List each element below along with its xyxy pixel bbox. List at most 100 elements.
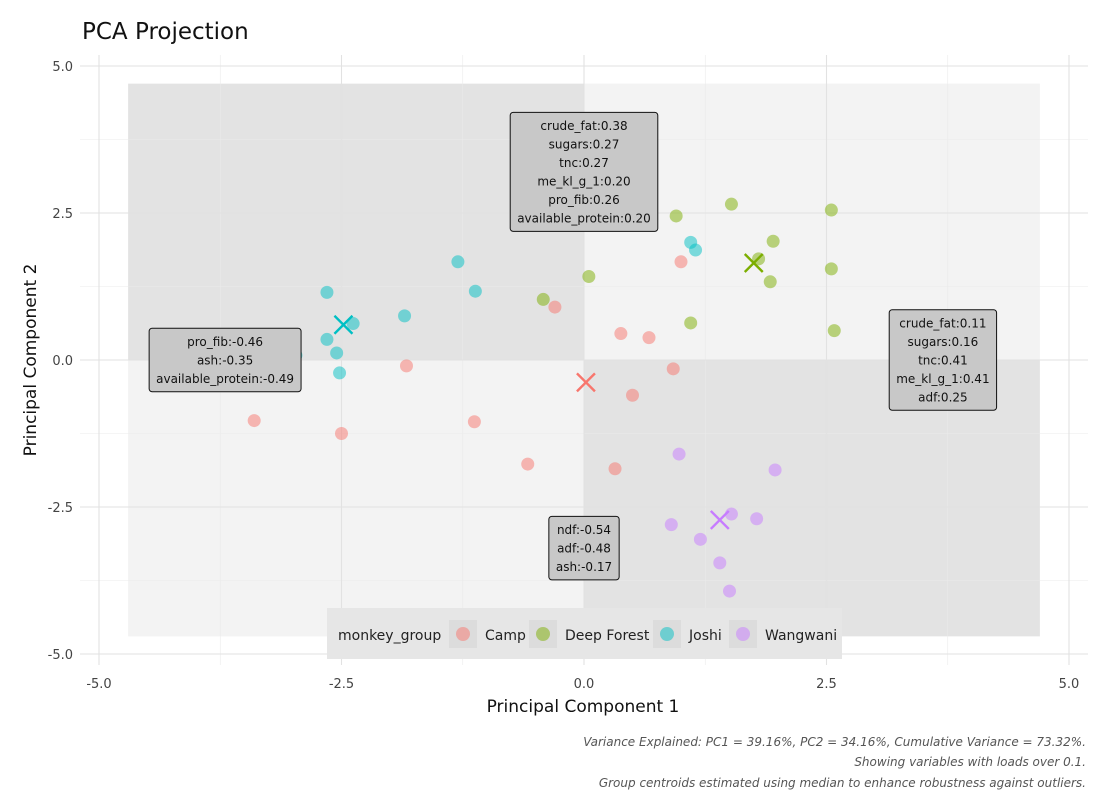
loading-text: adf:0.25 [918, 390, 968, 404]
y-axis-ticks: -5.0 -2.5 0.0 2.5 5.0 [48, 60, 73, 663]
point-camp [666, 362, 680, 376]
legend-label: Joshi [688, 628, 722, 644]
legend-label: Wangwani [765, 628, 837, 644]
loading-text: tnc:0.41 [918, 353, 968, 367]
legend-label: Camp [485, 628, 526, 644]
centroid-joshi [333, 314, 354, 335]
legend-swatch [456, 627, 470, 641]
data-points [206, 197, 841, 598]
loading-box-frame [548, 515, 620, 581]
loading-box-top: crude_fat:0.38 sugars:0.27 tnc:0.27 me_kl_g… [509, 111, 659, 232]
x-tick-label: -2.5 [329, 677, 354, 692]
point-camp [521, 457, 535, 471]
legend-swatch [660, 627, 674, 641]
y-tick-label: -5.0 [48, 648, 73, 663]
loading-text: available_protein:-0.49 [156, 372, 294, 386]
loading-box-left: pro_fib:-0.46 ash:-0.35 available_protein:… [148, 327, 302, 393]
y-tick-label: 0.0 [52, 354, 73, 369]
loading-box-frame [509, 111, 659, 232]
caption-line-3: Group centroids estimated using median t… [599, 776, 1086, 790]
legend-swatch [536, 627, 550, 641]
point-deep-forest [724, 197, 738, 211]
loading-text: sugars:0.16 [908, 335, 979, 349]
loading-box-frame [148, 327, 302, 393]
point-wangwani [693, 532, 707, 546]
point-deep-forest [766, 234, 780, 248]
loading-text: pro_fib:-0.46 [187, 335, 263, 349]
loading-text: ash:-0.35 [197, 353, 253, 367]
point-deep-forest [824, 203, 838, 217]
loading-text: ndf:-0.54 [557, 523, 611, 537]
point-deep-forest [827, 324, 841, 338]
quadrant-top-left [128, 83, 584, 360]
caption-line-1: Variance Explained: PC1 = 39.16%, PC2 = … [583, 735, 1086, 749]
quadrant-shading [128, 83, 1040, 637]
legend-label: Deep Forest [565, 628, 650, 644]
point-joshi [451, 255, 465, 269]
point-camp [608, 462, 622, 476]
centroid-camp [576, 372, 596, 393]
point-joshi [330, 346, 344, 360]
loading-text: tnc:0.27 [559, 156, 609, 170]
loading-text: adf:-0.48 [557, 541, 611, 555]
loading-text: crude_fat:0.11 [899, 316, 986, 330]
loading-text: crude_fat:0.38 [540, 119, 627, 133]
point-deep-forest [669, 209, 683, 223]
point-camp [247, 414, 261, 428]
y-tick-label: -2.5 [48, 501, 73, 516]
centroid-wangwani [709, 510, 730, 530]
point-deep-forest [536, 292, 550, 306]
point-wangwani [768, 463, 782, 477]
point-camp [614, 327, 628, 341]
point-deep-forest [684, 316, 698, 330]
quadrant-bottom-left [128, 360, 584, 637]
x-tick-label: 2.5 [816, 677, 837, 692]
point-camp [626, 388, 639, 402]
loading-text: available_protein:0.20 [517, 211, 651, 225]
group-centroids [333, 253, 764, 530]
point-joshi [320, 332, 334, 346]
caption-line-2: Showing variables with loads over 0.1. [854, 755, 1086, 769]
loading-annotations: crude_fat:0.38 sugars:0.27 tnc:0.27 me_kl_g… [148, 111, 998, 581]
point-deep-forest [763, 275, 777, 289]
loading-text: me_kl_g_1:0.20 [537, 174, 630, 188]
point-deep-forest [582, 270, 596, 284]
point-wangwani [723, 584, 736, 598]
centroid-deep-forest [743, 253, 764, 273]
point-camp [399, 359, 413, 373]
x-tick-label: 5.0 [1059, 677, 1080, 692]
point-deep-forest [824, 262, 838, 276]
legend-title: monkey_group [338, 628, 441, 644]
point-camp [548, 300, 562, 314]
point-wangwani [750, 512, 764, 526]
point-joshi [468, 284, 482, 298]
point-joshi [346, 317, 360, 331]
legend-swatch [736, 627, 750, 641]
point-wangwani [664, 518, 678, 532]
legend: monkey_group Camp Deep Forest Joshi Wangwani [327, 608, 842, 659]
point-camp [467, 415, 481, 429]
point-wangwani [672, 447, 686, 461]
point-wangwani [713, 556, 727, 570]
x-tick-label: 0.0 [574, 677, 595, 692]
x-tick-label: -5.0 [86, 677, 111, 692]
point-joshi [320, 285, 334, 299]
loading-text: ash:-0.17 [556, 560, 612, 574]
point-camp [674, 255, 688, 269]
loading-text: sugars:0.27 [549, 137, 620, 151]
loading-text: me_kl_g_1:0.41 [896, 372, 989, 386]
x-axis-title: Principal Component 1 [487, 697, 680, 717]
point-joshi [333, 366, 347, 380]
point-joshi [398, 309, 412, 323]
legend-item-joshi: Joshi [653, 620, 722, 648]
legend-item-wangwani: Wangwani [729, 620, 837, 648]
point-joshi [689, 243, 703, 257]
loading-text: pro_fib:0.26 [548, 193, 620, 207]
y-tick-label: 2.5 [52, 207, 73, 222]
x-axis-ticks: -5.0 -2.5 0.0 2.5 5.0 [86, 677, 1079, 692]
y-tick-label: 5.0 [52, 60, 73, 75]
loading-box-bottom: ndf:-0.54 adf:-0.48 ash:-0.17 [548, 515, 620, 581]
chart-title: PCA Projection [82, 19, 249, 45]
loading-box-right: crude_fat:0.11 sugars:0.16 tnc:0.41 me_kl_g… [888, 309, 998, 411]
